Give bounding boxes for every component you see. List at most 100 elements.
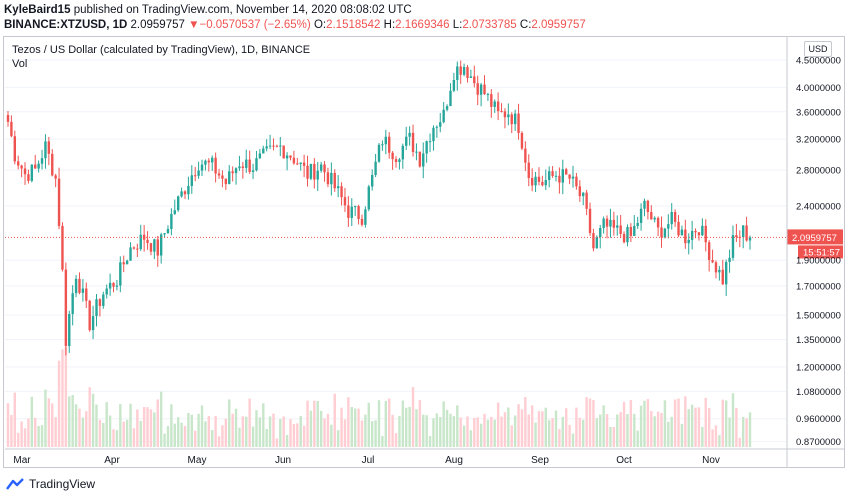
volume-bar (585, 397, 588, 447)
candle-body (136, 248, 139, 250)
volume-bar (422, 414, 425, 447)
volume-bar (507, 407, 510, 447)
candle-body (418, 151, 422, 167)
candle-body (241, 166, 245, 168)
volume-bar (265, 428, 268, 447)
volume-bar (735, 408, 738, 447)
volume-bar (122, 421, 125, 447)
candle-body (102, 294, 105, 306)
volume-bar (731, 393, 735, 447)
y-tick-label: 1.0800000 (796, 387, 841, 398)
volume-bar (326, 413, 330, 447)
volume-bar (132, 428, 136, 447)
volume-bar (241, 416, 245, 447)
candle-body (211, 157, 214, 163)
candle-body (108, 282, 112, 289)
candle-body (626, 226, 629, 243)
candle-body (405, 136, 408, 146)
candle-body (268, 145, 272, 147)
footer-brand[interactable]: TradingView (6, 477, 95, 491)
candle-body (125, 260, 129, 265)
y-tick-label: 1.3500000 (796, 335, 841, 346)
candle-body (411, 132, 415, 152)
candle-body (74, 278, 78, 294)
candle-body (697, 232, 701, 236)
candle-body (456, 66, 459, 81)
candle-body (565, 169, 568, 175)
candle-body (735, 235, 738, 237)
volume-bar (690, 404, 694, 447)
candle-body (496, 101, 500, 112)
candle-body (231, 171, 234, 174)
last-price: 2.0959757 (130, 19, 185, 31)
candle-body (95, 299, 98, 317)
price-change: −0.0570537 (−2.65%) (199, 19, 311, 31)
candle-body (493, 101, 496, 107)
volume-bar (738, 437, 741, 447)
candle-body (415, 151, 418, 153)
candle-body (153, 239, 156, 252)
currency-button[interactable]: USD (804, 41, 832, 57)
volume-bar (95, 404, 98, 447)
volume-bar (187, 412, 190, 447)
candle-body (507, 114, 510, 118)
volume-bar (626, 414, 629, 447)
candle-body (707, 242, 711, 261)
candle-body (112, 282, 115, 287)
volume-bar (108, 415, 112, 447)
candle-body (588, 208, 592, 234)
current-price-text: 2.0959757 (792, 233, 837, 244)
candle-body (61, 225, 64, 270)
volume-bar (119, 404, 122, 447)
candle-body (105, 288, 108, 295)
author-name[interactable]: KyleBaird15 (4, 4, 71, 16)
volume-bar (486, 419, 490, 447)
tradingview-logo-icon (6, 478, 24, 490)
volume-bar (595, 418, 599, 447)
candle-body (558, 175, 561, 183)
volume-bar (418, 400, 422, 447)
candle-body (57, 178, 61, 226)
volume-bar (616, 414, 619, 447)
volume-bar (224, 418, 228, 447)
candle-body (91, 316, 95, 331)
candle-body (289, 155, 292, 158)
volume-bar (479, 423, 483, 447)
volume-bar (490, 416, 493, 447)
volume-bar (483, 413, 486, 447)
candle-body (98, 299, 102, 306)
volume-bar (633, 413, 636, 447)
candle-body (476, 83, 479, 95)
volume-bar (98, 419, 102, 447)
ohlc-line: BINANCE:XTZUSD, 1D 2.0959757 ▼−0.0570537… (4, 19, 586, 31)
grid (5, 59, 786, 443)
volume-bar (428, 436, 432, 447)
x-tick-label: Aug (445, 455, 463, 466)
volume-bar (653, 416, 656, 447)
candle-body (513, 113, 517, 125)
candle-body (595, 236, 599, 249)
volume-bar (330, 424, 333, 447)
volume-bar (561, 416, 564, 447)
volume-bar (231, 413, 234, 447)
volume-bar (442, 401, 445, 447)
candle-body (30, 164, 34, 181)
candle-body (510, 114, 513, 125)
candle-body (166, 229, 170, 234)
candle-body (667, 224, 670, 229)
candle-body (122, 262, 125, 265)
candle-body (360, 219, 364, 225)
candle-body (629, 226, 633, 236)
volume-bar (476, 417, 479, 447)
candle-body (575, 176, 578, 187)
candle-body (653, 217, 656, 220)
volume-bar (204, 421, 207, 447)
volume-bar (272, 413, 275, 447)
candle-body (370, 174, 374, 187)
volume-bar (568, 424, 571, 447)
publish-line: KyleBaird15 published on TradingView.com… (4, 4, 412, 16)
candle-body (537, 176, 541, 182)
candle-body (129, 247, 132, 261)
volume-bar (282, 416, 285, 447)
